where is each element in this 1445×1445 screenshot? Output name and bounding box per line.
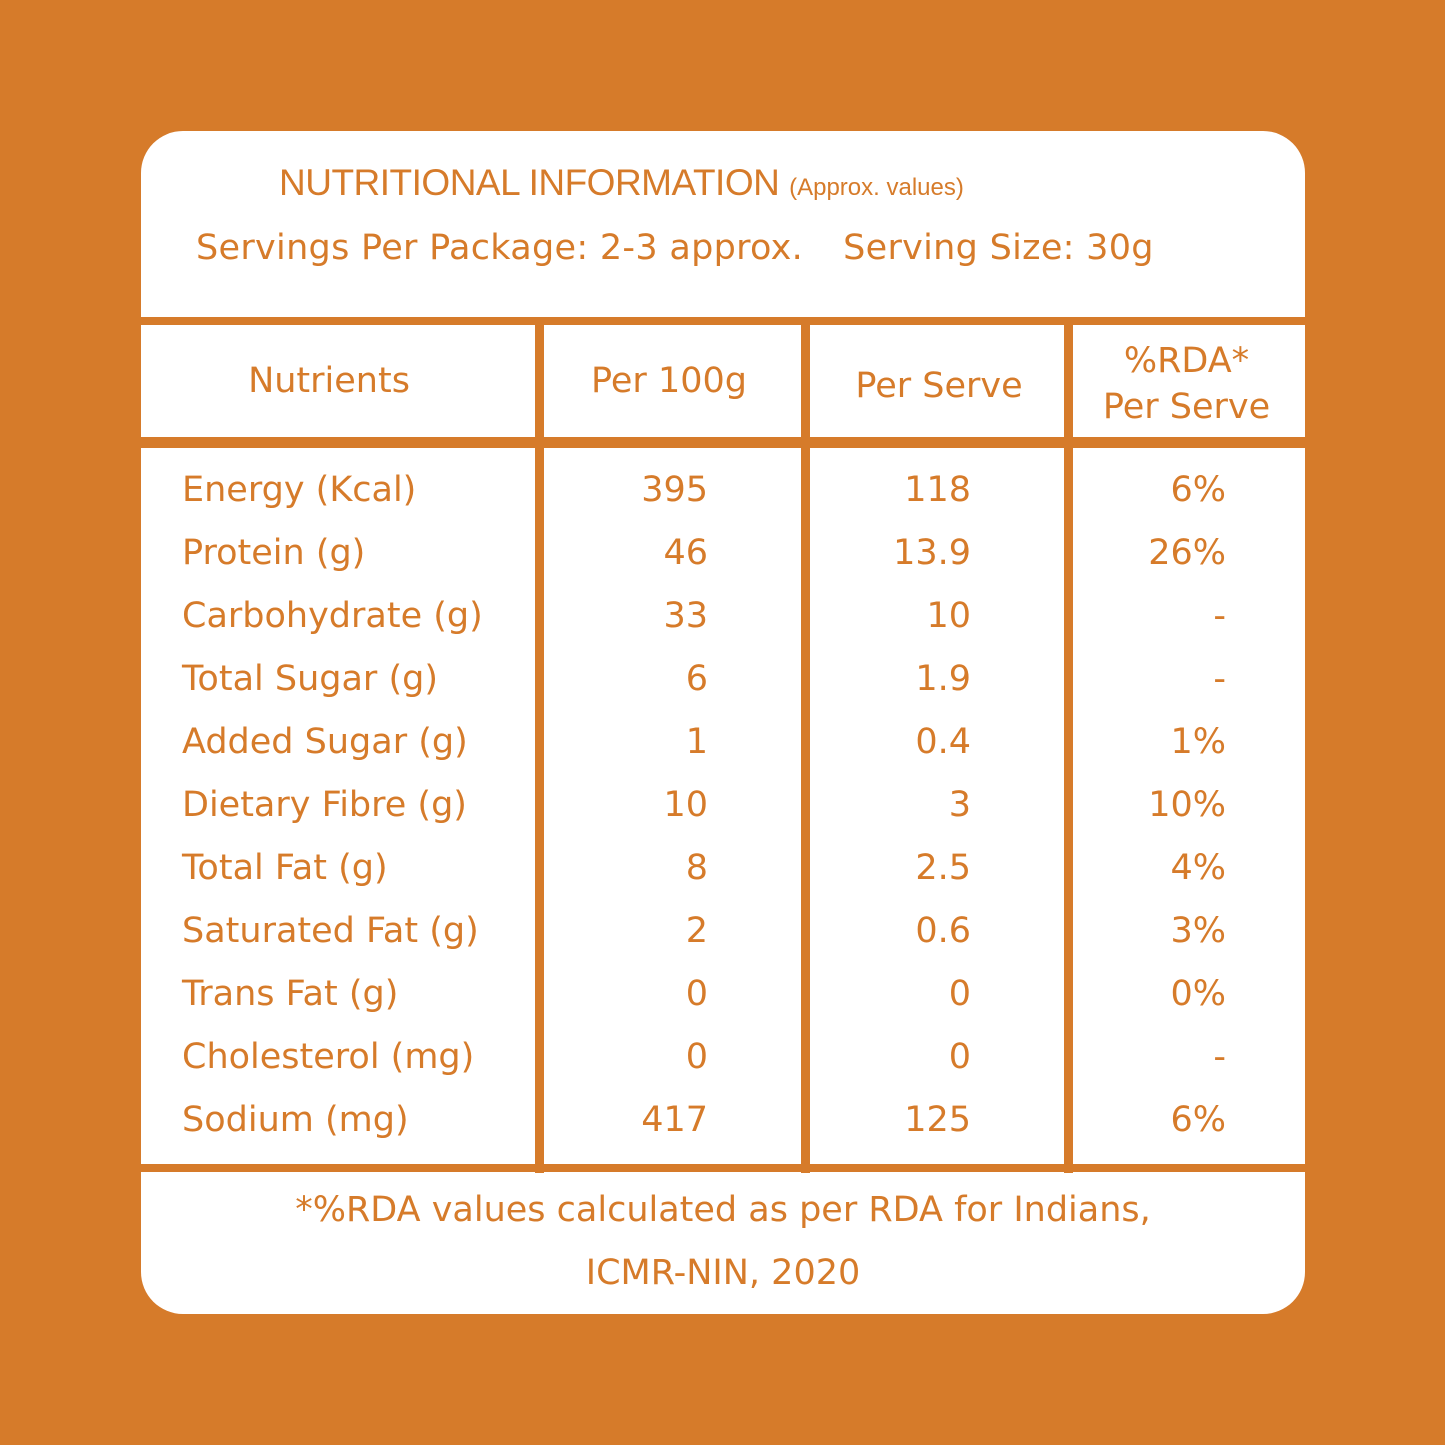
title-note: (Approx. values)	[789, 174, 964, 201]
row-8-rda: 0%	[1170, 974, 1226, 1014]
rule-bottom	[141, 1164, 1305, 1172]
servings-line: Servings Per Package: 2-3 approx. Serving…	[196, 228, 1154, 268]
header-rda: %RDA* Per Serve	[1073, 338, 1300, 430]
row-0-per-serve: 118	[904, 470, 971, 510]
header-nutrients: Nutrients	[248, 361, 410, 401]
row-10-per-100g: 417	[641, 1100, 708, 1140]
row-0-rda: 6%	[1170, 470, 1226, 510]
footnote-line-1: *%RDA values calculated as per RDA for I…	[295, 1190, 1151, 1230]
row-7-nutrient: Saturated Fat (g)	[182, 911, 479, 951]
row-10-rda: 6%	[1170, 1100, 1226, 1140]
footnote-line-2: ICMR-NIN, 2020	[585, 1253, 861, 1293]
header-rda-line1: %RDA*	[1123, 341, 1250, 381]
nutrition-title: NUTRITIONAL INFORMATION (Approx. values)	[279, 162, 964, 204]
column-divider-3	[1064, 317, 1073, 1173]
servings-per-package: Servings Per Package: 2-3 approx.	[196, 228, 804, 268]
row-5-rda: 10%	[1148, 785, 1226, 825]
row-2-nutrient: Carbohydrate (g)	[182, 596, 483, 636]
row-1-per-100g: 46	[663, 533, 708, 573]
row-6-per-100g: 8	[685, 848, 708, 888]
nutrition-label-card: NUTRITIONAL INFORMATION (Approx. values)…	[141, 131, 1305, 1314]
header-rda-line2: Per Serve	[1102, 387, 1271, 427]
row-2-per-100g: 33	[663, 596, 708, 636]
row-4-per-serve: 0.4	[915, 722, 971, 762]
column-divider-1	[535, 317, 544, 1173]
row-10-nutrient: Sodium (mg)	[182, 1100, 409, 1140]
row-7-per-100g: 2	[685, 911, 708, 951]
header-per-serve: Per Serve	[855, 366, 1023, 406]
row-10-per-serve: 125	[904, 1100, 971, 1140]
row-3-rda: -	[1213, 659, 1226, 699]
title-text: NUTRITIONAL INFORMATION	[279, 162, 780, 203]
column-divider-2	[801, 317, 810, 1173]
row-9-rda: -	[1213, 1037, 1226, 1077]
row-5-per-serve: 3	[948, 785, 971, 825]
row-1-rda: 26%	[1148, 533, 1226, 573]
row-6-nutrient: Total Fat (g)	[182, 848, 388, 888]
row-8-nutrient: Trans Fat (g)	[182, 974, 399, 1014]
row-5-nutrient: Dietary Fibre (g)	[182, 785, 467, 825]
row-7-per-serve: 0.6	[915, 911, 971, 951]
row-3-per-100g: 6	[685, 659, 708, 699]
row-9-per-100g: 0	[685, 1037, 708, 1077]
row-4-rda: 1%	[1170, 722, 1226, 762]
rule-top	[141, 317, 1305, 325]
row-9-nutrient: Cholesterol (mg)	[182, 1037, 475, 1077]
row-4-per-100g: 1	[685, 722, 708, 762]
row-9-per-serve: 0	[948, 1037, 971, 1077]
row-1-per-serve: 13.9	[893, 533, 971, 573]
row-4-nutrient: Added Sugar (g)	[182, 722, 468, 762]
row-8-per-100g: 0	[685, 974, 708, 1014]
row-0-per-100g: 395	[641, 470, 708, 510]
row-2-rda: -	[1213, 596, 1226, 636]
row-0-nutrient: Energy (Kcal)	[182, 470, 417, 510]
row-7-rda: 3%	[1170, 911, 1226, 951]
row-6-rda: 4%	[1170, 848, 1226, 888]
rule-header	[141, 437, 1305, 448]
row-3-nutrient: Total Sugar (g)	[182, 659, 438, 699]
row-5-per-100g: 10	[663, 785, 708, 825]
row-3-per-serve: 1.9	[915, 659, 971, 699]
header-per-100g: Per 100g	[591, 361, 747, 401]
serving-size: Serving Size: 30g	[843, 228, 1154, 268]
row-8-per-serve: 0	[948, 974, 971, 1014]
row-6-per-serve: 2.5	[915, 848, 971, 888]
row-2-per-serve: 10	[926, 596, 971, 636]
row-1-nutrient: Protein (g)	[182, 533, 366, 573]
